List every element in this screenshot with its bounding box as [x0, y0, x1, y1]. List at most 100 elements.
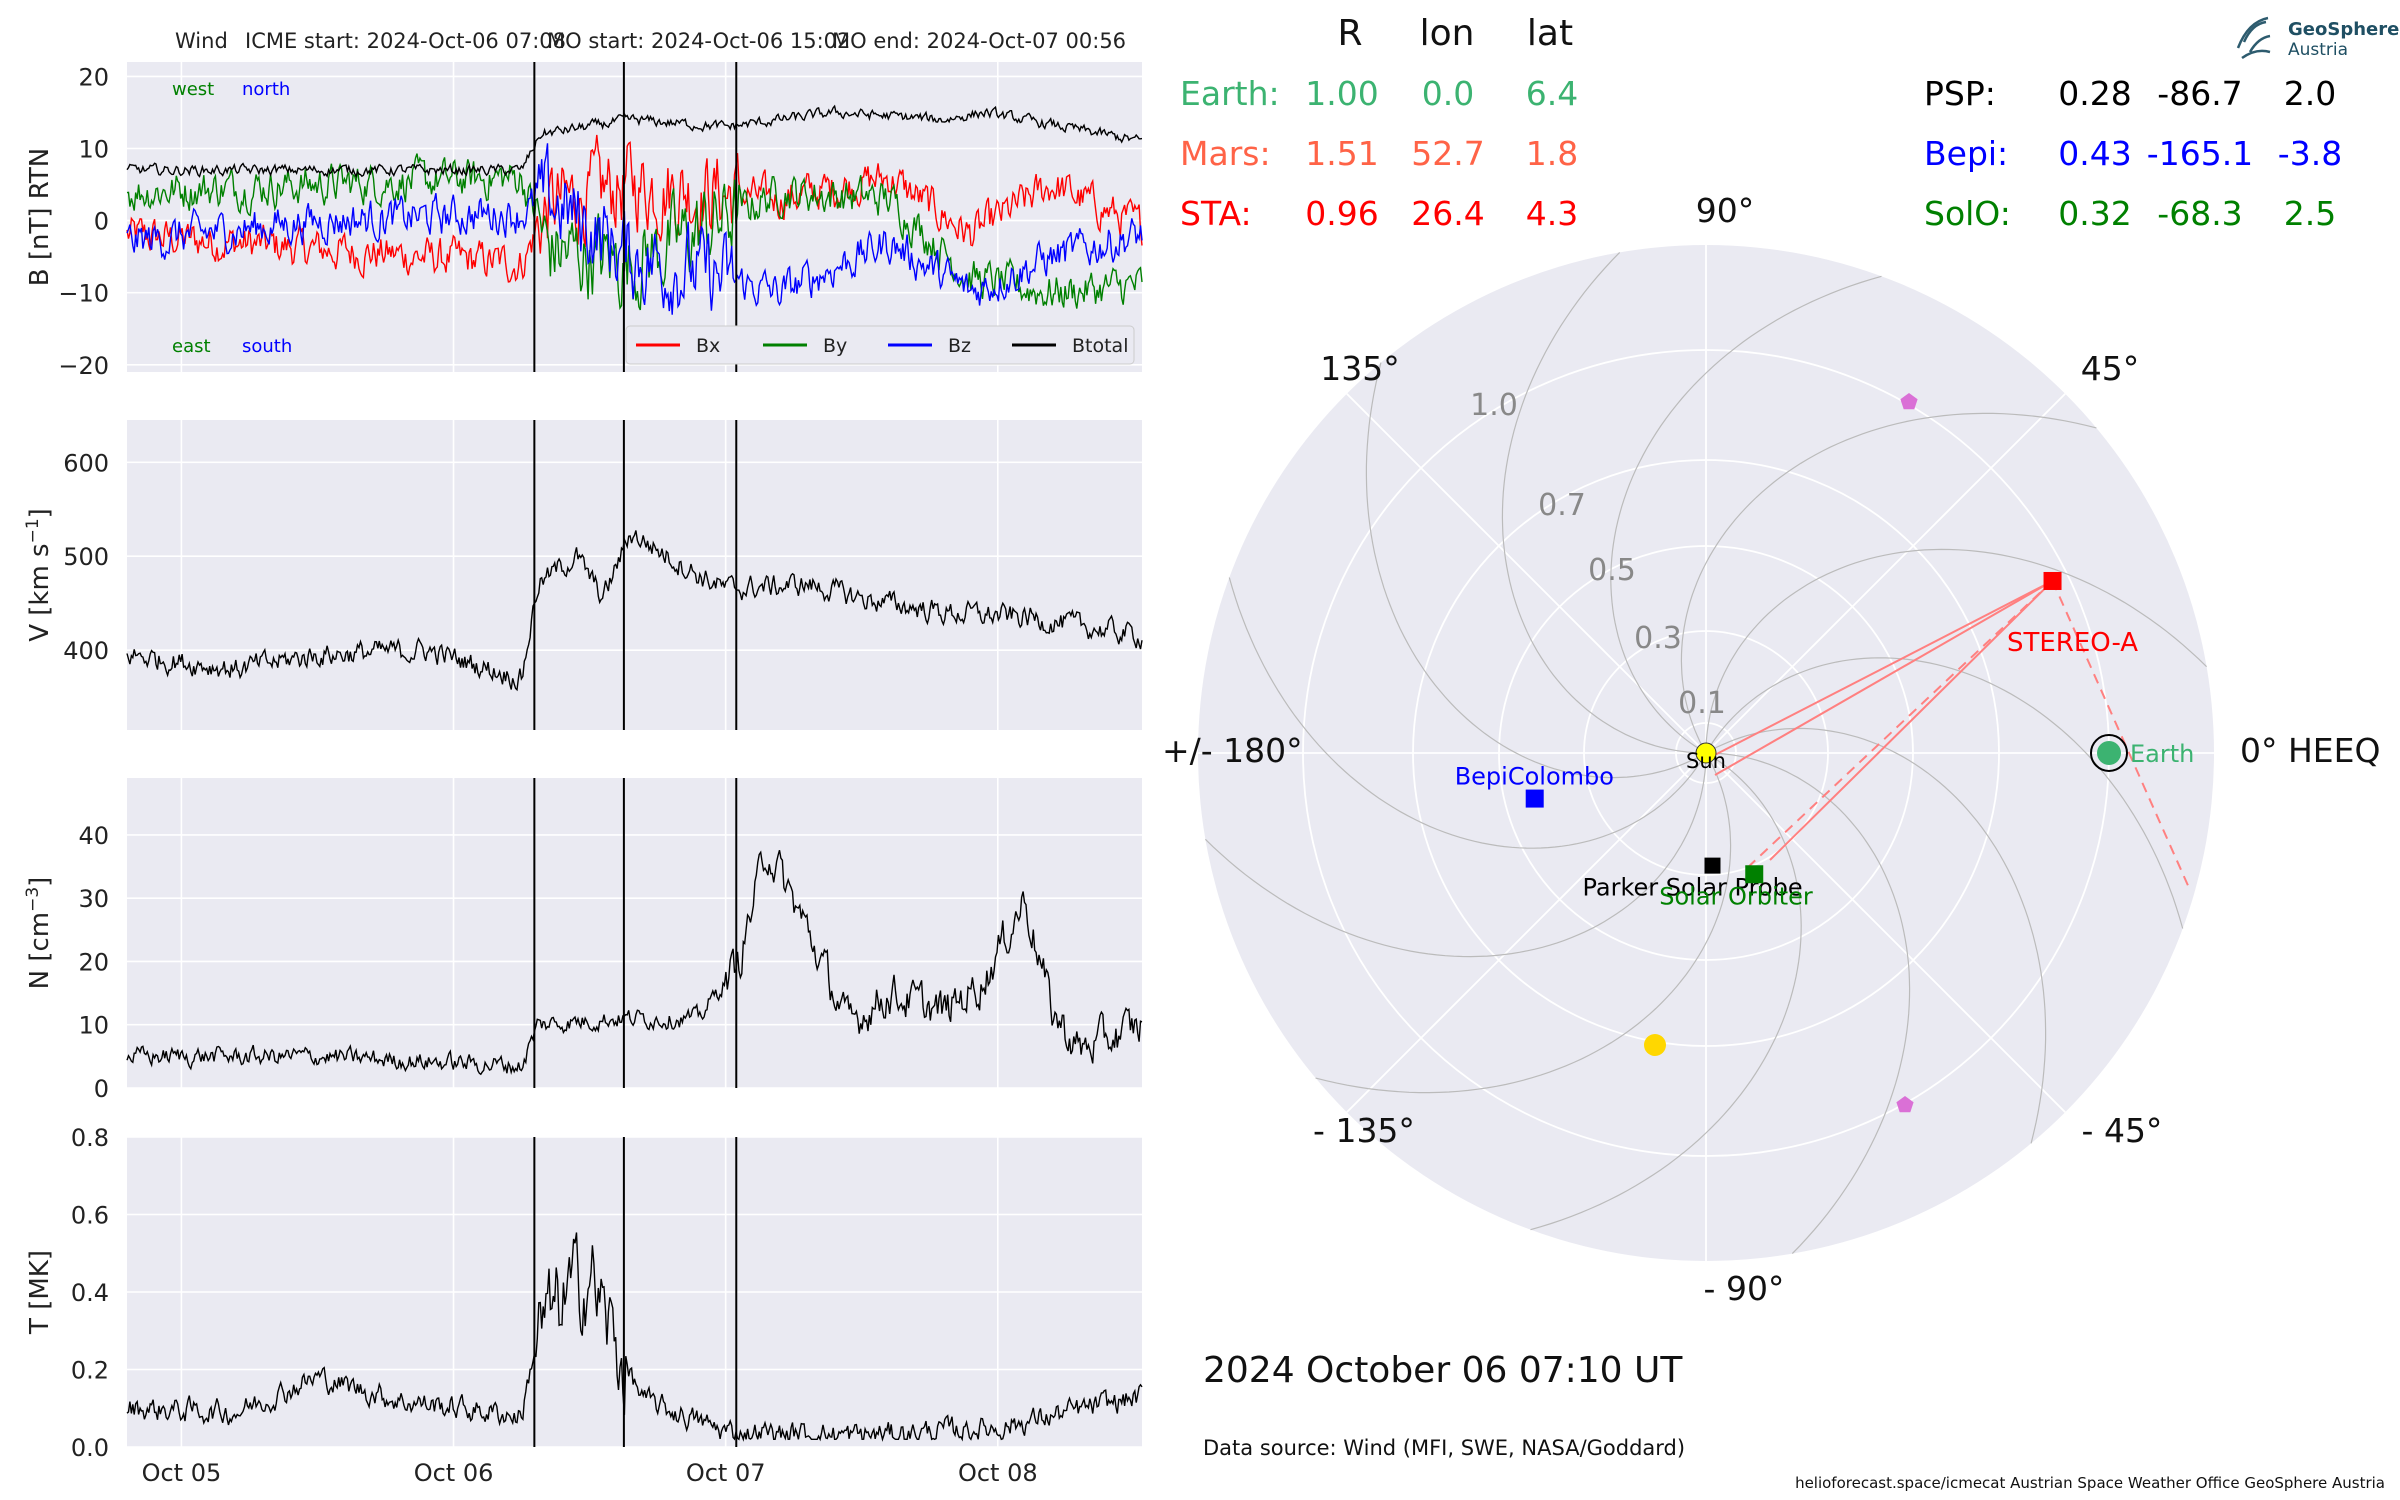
x-tick-label: Oct 05 [142, 1459, 222, 1487]
sta-label: STEREO-A [2007, 628, 2138, 658]
geosphere-logo-text-1: GeoSphere [2288, 19, 2399, 40]
table-cell-lat: 1.8 [1526, 134, 1578, 173]
earth-ring [2090, 734, 2128, 772]
legend-box [625, 325, 1135, 365]
table-cell-lat: 2.0 [2284, 74, 2336, 113]
panel-background [127, 420, 1142, 730]
panel-4: Oct 05 Oct 06 Oct 07 Oct 08 0.8 0.6 0.4 0.2 0.0 T… [25, 1124, 1143, 1487]
legend-label: Bx [696, 335, 720, 357]
y-tick-label: 10 [78, 1012, 109, 1040]
legend-label: Bz [948, 335, 971, 357]
y-axis-label: B [nT] RTN [25, 148, 55, 287]
series-line-n [126, 850, 1143, 1076]
table-cell-r: 0.32 [2058, 194, 2131, 233]
table-cell-lat: 2.5 [2284, 194, 2336, 233]
table-row-label: SolO: [1924, 194, 2011, 233]
legend-label: Btotal [1072, 335, 1128, 357]
y-label-end: ] [25, 877, 55, 887]
table-row-label: Mars: [1180, 134, 1271, 173]
y-label-end: ] [25, 508, 55, 518]
sta-dashed-line [1744, 580, 2054, 871]
polar-spoke [1705, 393, 2066, 754]
series-line-v [126, 530, 1143, 692]
earth-label: Earth [2130, 740, 2194, 768]
sta-line-3 [1769, 580, 2054, 861]
polar-angle-label: 45° [2081, 349, 2140, 388]
y-tick-label: 500 [63, 543, 109, 571]
parker-spiral [1610, 275, 1882, 754]
pentagon-marker [1900, 393, 1918, 410]
polar-angle-label: - 90° [1704, 1269, 1785, 1308]
header-mo-end: MO end: 2024-Oct-07 00:56 [832, 29, 1126, 53]
parker-spiral [1501, 251, 1707, 754]
data-source-label: Data source: Wind (MFI, SWE, NASA/Goddar… [1203, 1436, 1685, 1460]
parker-spiral [1228, 577, 1707, 849]
parker-spiral [1315, 752, 1732, 1094]
polar-spoke [1705, 752, 2066, 1113]
parker-spiral [1705, 657, 2184, 929]
table-cell-lon: -86.7 [2157, 74, 2242, 113]
table-row-label: Bepi: [1924, 134, 2008, 173]
y-axis-label: T [MK] [25, 1250, 55, 1335]
polar-spoke [1346, 393, 1707, 754]
series-line-t [126, 1232, 1143, 1442]
y-tick-label: −10 [58, 280, 109, 308]
polar-r-tick-label: 0.5 [1588, 553, 1636, 588]
parker-spiral [1705, 727, 2047, 1144]
table-cell-r: 0.28 [2058, 74, 2131, 113]
polar-plot: 1.0 0.70.5 0.3 0.1 0° HEEQ 45° 90° 135° +/- 180°… [1162, 191, 2380, 1308]
polar-r-tick-label: 0.3 [1634, 621, 1682, 656]
table-cell-lon: 52.7 [1411, 134, 1484, 173]
bepi-label: BepiColombo [1455, 763, 1614, 791]
annotation-west: west [172, 79, 214, 100]
polar-r-tick-label: 0.7 [1538, 488, 1586, 523]
annotation-east: east [172, 336, 211, 357]
polar-r-tick-label: 1.0 [1470, 388, 1518, 423]
table-cell-lon: -165.1 [2147, 134, 2253, 173]
pentagon-marker [1896, 1096, 1914, 1113]
bepi-marker [1525, 789, 1544, 808]
y-tick-label: 0.4 [71, 1279, 109, 1307]
y-tick-label: 0.8 [71, 1124, 109, 1152]
panel-2: 600 500 400 V [km s−1] [23, 420, 1143, 730]
table-cell-r: 1.51 [1305, 134, 1378, 173]
table-header: lon [1420, 13, 1475, 54]
y-tick-label: −20 [58, 352, 109, 380]
panel-background [127, 778, 1142, 1088]
parker-spiral [1705, 752, 1911, 1255]
polar-angle-label: +/- 180° [1162, 731, 1303, 770]
polar-angle-label: - 45° [2082, 1111, 2163, 1150]
sun-label: Sun [1686, 749, 1726, 773]
header-instrument: Wind [175, 29, 228, 53]
y-tick-label: 20 [78, 63, 109, 91]
table-cell-r: 0.96 [1305, 194, 1378, 233]
solo-label: Solar Orbiter [1659, 882, 1813, 910]
polar-spoke [1346, 752, 1707, 1113]
table-cell-lat: -3.8 [2278, 134, 2342, 173]
table-cell-lon: -68.3 [2157, 194, 2242, 233]
earth-marker [2097, 741, 2121, 765]
series-line-bx [126, 134, 1143, 283]
x-tick-label: Oct 07 [686, 1459, 766, 1487]
table-cell-r: 1.00 [1305, 74, 1378, 113]
y-tick-label: 0 [94, 208, 109, 236]
parker-spiral [1530, 752, 1802, 1231]
table-header: lat [1527, 13, 1573, 54]
y-axis-label: N [cm−3] [23, 877, 55, 990]
y-tick-label: 0 [94, 1075, 109, 1103]
panel-1: 20 10 0 −10 −20 B [nT] RTN west north east south B… [25, 62, 1143, 380]
y-tick-label: 40 [78, 822, 109, 850]
table-row-label: STA: [1180, 194, 1252, 233]
polar-angle-label: 135° [1320, 349, 1400, 388]
y-label-sup: −1 [23, 518, 43, 543]
legend-label: By [823, 335, 847, 357]
sta-sun-line [1714, 580, 2054, 776]
table-row-label: Earth: [1180, 74, 1280, 113]
series-line-btotal [126, 104, 1143, 179]
header-mo-start: MO start: 2024-Oct-06 15:02 [547, 29, 850, 53]
polar-r-tick-label: 0.1 [1678, 686, 1726, 721]
parker-spiral [1680, 412, 2097, 754]
geosphere-logo-mark [2236, 16, 2271, 60]
